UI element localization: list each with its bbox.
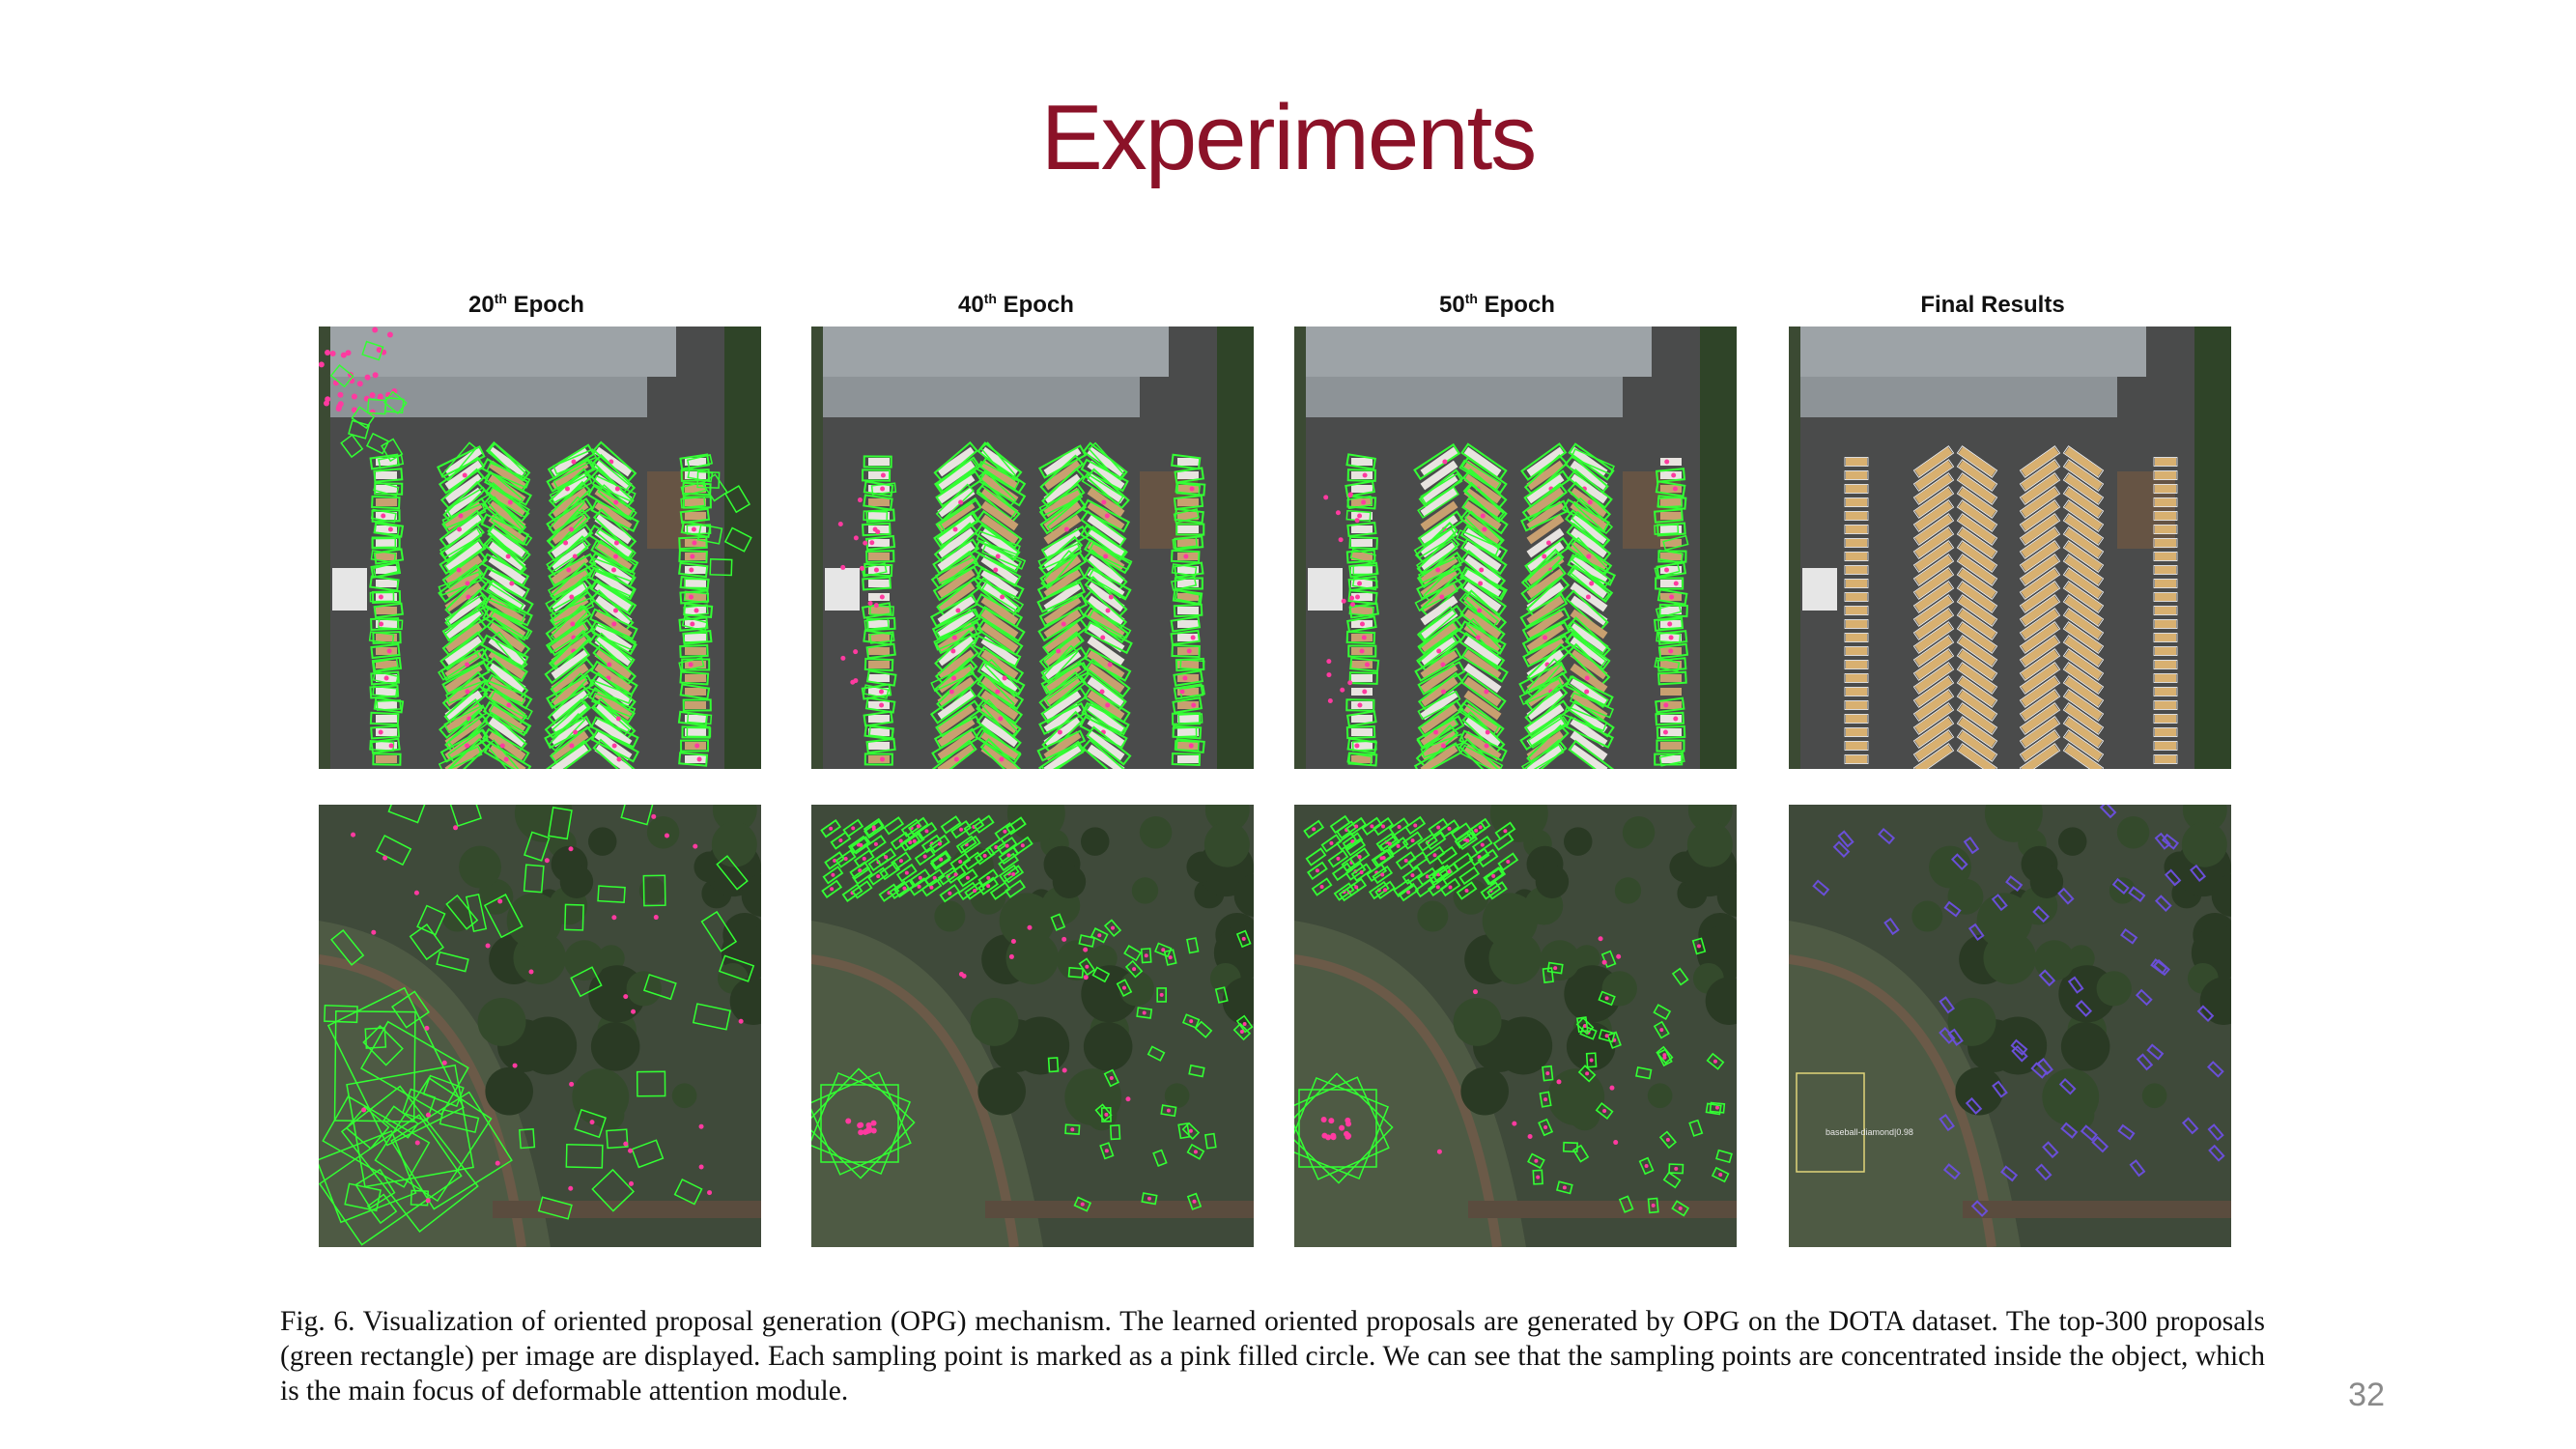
panel-park-epoch-20 [319,805,761,1247]
panel-parking-epoch-20 [319,327,761,769]
column-label-final-results: Final Results [1920,292,2065,318]
page-number: 32 [2348,1377,2385,1413]
column-label-epoch-20: 20th Epoch [468,291,584,318]
detection-label: baseball-diamond|0.98 [1826,1127,1913,1137]
panel-park-final-results: baseball-diamond|0.98 [1789,805,2231,1247]
panel-park-epoch-40 [811,805,1254,1247]
panel-park-epoch-50 [1294,805,1737,1247]
panel-parking-epoch-40 [811,327,1254,769]
column-label-epoch-40: 40th Epoch [958,291,1074,318]
column-label-epoch-50: 50th Epoch [1439,291,1555,318]
panel-parking-epoch-50 [1294,327,1737,769]
panel-parking-final-results [1789,327,2231,769]
figure-caption: Fig. 6. Visualization of oriented propos… [280,1306,2265,1406]
slide-title: Experiments [1040,86,1538,189]
